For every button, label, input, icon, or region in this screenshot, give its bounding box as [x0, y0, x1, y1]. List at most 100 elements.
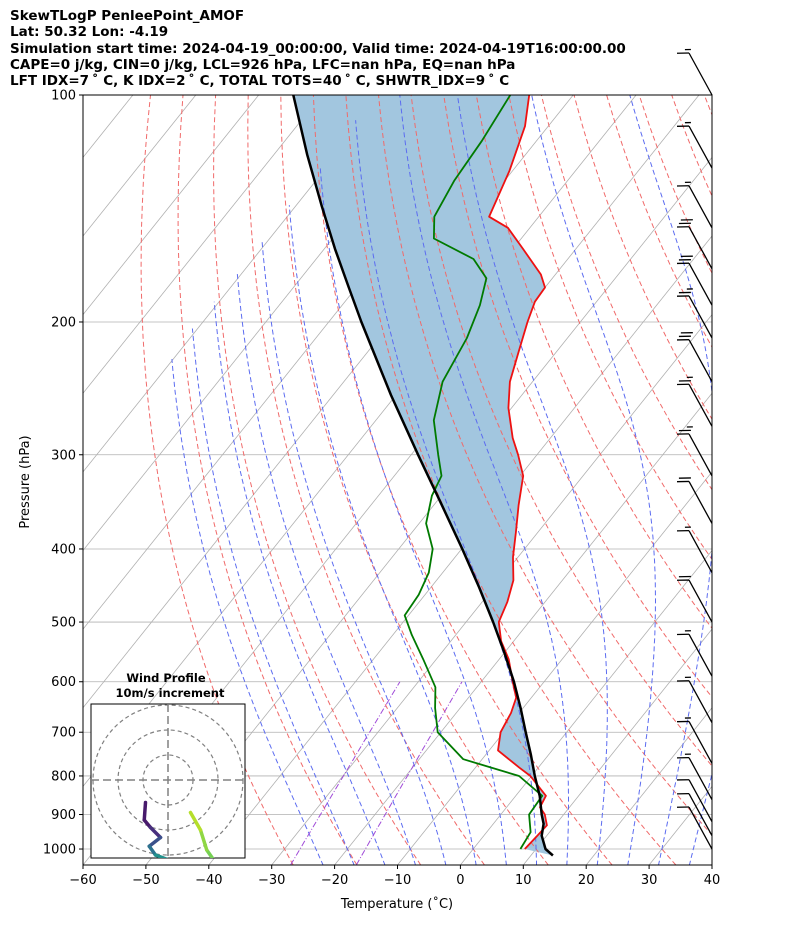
y-tick-label: 700 — [51, 726, 76, 741]
x-tick-label: 40 — [704, 873, 721, 888]
x-tick-label: 0 — [456, 873, 464, 888]
mixing-ratio-line — [355, 681, 463, 865]
wind-barb — [676, 48, 713, 96]
y-tick-label: 100 — [51, 89, 76, 104]
wind-barb — [676, 717, 713, 764]
hodograph-segment — [153, 853, 169, 858]
x-tick-label: −60 — [69, 873, 96, 888]
isotherm-gridline — [83, 95, 322, 394]
wind-barb — [676, 806, 713, 850]
isotherm-gridline — [83, 95, 385, 473]
x-tick-label: 30 — [641, 873, 658, 888]
wind-barb-staff — [688, 806, 713, 850]
isotherm-gridline — [83, 95, 260, 316]
wind-barb — [676, 630, 713, 677]
dry-adiabat — [703, 95, 712, 117]
wind-barb — [676, 219, 713, 270]
wind-barb-staff — [688, 383, 713, 427]
wind-barb — [676, 477, 713, 524]
wind-barb-staff — [688, 52, 713, 96]
moist-adiabat — [191, 328, 355, 865]
parcel-profile-line — [292, 95, 554, 857]
isotherm-gridline — [460, 549, 712, 865]
dry-adiabat — [443, 95, 712, 698]
x-tick-label: −50 — [132, 873, 159, 888]
cape-cin-shading — [293, 95, 553, 856]
wind-barb-staff — [688, 793, 713, 836]
wind-barb — [676, 526, 713, 573]
inset-subtitle: 10m/s increment — [116, 686, 225, 700]
dry-adiabat — [606, 95, 712, 349]
wind-barb-staff — [688, 339, 713, 383]
wind-barb-staff — [688, 680, 713, 724]
dry-adiabat — [573, 95, 712, 421]
moist-adiabat — [399, 95, 569, 865]
dry-adiabat — [280, 95, 549, 865]
wind-barb-staff — [688, 757, 713, 800]
wind-barb-staff — [688, 633, 713, 677]
wind-barb-staff — [688, 779, 713, 823]
wind-barb — [676, 426, 713, 477]
dry-adiabat — [770, 95, 794, 865]
dry-adiabat — [508, 95, 712, 561]
dry-adiabat — [638, 95, 712, 275]
dry-adiabat — [312, 95, 613, 865]
isotherm-gridline — [711, 864, 712, 865]
x-tick-label: −40 — [195, 873, 222, 888]
moist-adiabat — [456, 95, 608, 865]
wind-barb — [676, 793, 713, 836]
y-tick-label: 1000 — [43, 843, 76, 858]
x-tick-label: −30 — [258, 873, 285, 888]
chart-header: SkewTLogP PenleePoint_AMOF Lat: 50.32 Lo… — [10, 8, 626, 89]
wind-profile-inset: Wind Profile 10m/s increment — [90, 671, 246, 867]
wind-barb — [676, 332, 713, 383]
y-tick-label: 300 — [51, 448, 76, 463]
dry-adiabat — [247, 95, 485, 865]
y-tick-label: 600 — [51, 675, 76, 690]
y-tick-label: 900 — [51, 808, 76, 823]
isotherm-gridline — [585, 707, 712, 865]
dry-adiabat — [475, 95, 712, 630]
convective-parameters: CAPE=0 j/kg, CIN=0 j/kg, LCL=926 hPa, LF… — [10, 56, 516, 73]
dry-adiabat — [140, 95, 294, 865]
background-adiabats — [140, 95, 794, 865]
y-axis-label: Pressure (hPa) — [18, 435, 33, 528]
hodograph-segment — [147, 835, 163, 848]
inset-title: Wind Profile — [126, 671, 206, 685]
dry-adiabat — [177, 95, 358, 865]
x-tick-label: −20 — [321, 873, 348, 888]
wind-barb — [676, 575, 713, 623]
hodograph-segment — [188, 810, 203, 832]
hodograph-segment — [142, 800, 148, 822]
chart-title: SkewTLogP PenleePoint_AMOF — [10, 8, 245, 24]
hodograph-segment — [176, 863, 211, 867]
isotherm-gridline — [271, 313, 712, 865]
y-tick-label: 400 — [51, 542, 76, 557]
cin-shaded-area — [293, 95, 553, 856]
dry-adiabat — [410, 95, 712, 767]
moist-adiabat — [288, 205, 477, 865]
chart-axes: −60 −50 −40 −30 −20 −10 0 10 20 30 40 100 200 300 400 5… — [43, 89, 720, 889]
wind-barb-staff — [688, 185, 713, 229]
hodograph-segment — [148, 825, 163, 840]
moist-adiabat — [171, 359, 324, 865]
wind-barb-staff — [688, 433, 713, 477]
x-axis-label: Temperature (˚C) — [340, 896, 453, 912]
isotherm-gridline — [648, 785, 712, 865]
moist-adiabat — [531, 95, 656, 865]
wind-barb — [676, 121, 713, 169]
wind-barb-staff — [688, 721, 713, 764]
hodograph-segment — [211, 863, 216, 867]
dry-adiabat — [345, 95, 677, 865]
wind-barb-staff — [688, 226, 713, 270]
x-tick-label: 20 — [578, 873, 595, 888]
x-tick-label: 10 — [515, 873, 532, 888]
wind-barb-staff — [688, 530, 713, 573]
wind-barb-staff — [688, 481, 713, 524]
wind-barb — [676, 181, 713, 229]
dry-adiabat — [671, 95, 712, 198]
hodograph-segment — [205, 848, 215, 858]
wind-barb-staff — [688, 262, 713, 306]
wind-barb-staff — [688, 579, 713, 623]
